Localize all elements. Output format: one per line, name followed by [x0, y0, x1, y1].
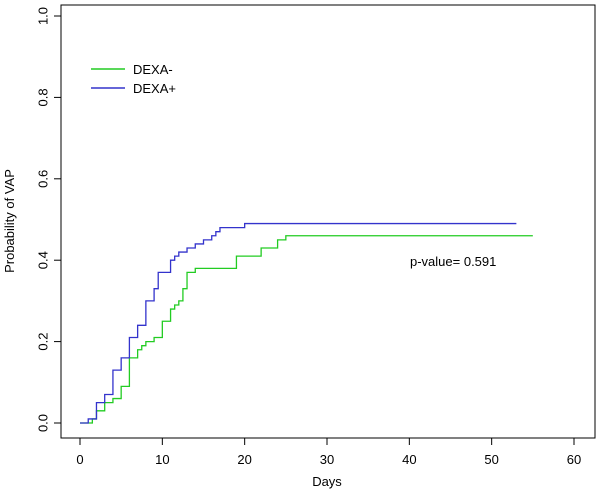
y-tick-label: 0.2 [35, 333, 50, 351]
legend-label-dexa-minus: DEXA- [133, 62, 173, 77]
y-tick-label: 0.4 [35, 251, 50, 269]
legend-label-dexa-plus: DEXA+ [133, 81, 176, 96]
legend: DEXA- DEXA+ [91, 62, 176, 96]
y-tick-label: 1.0 [35, 7, 50, 25]
y-axis-label: Probability of VAP [2, 169, 17, 273]
y-tick-label: 0.6 [35, 170, 50, 188]
y-tick-label: 0.8 [35, 88, 50, 106]
x-axis-label: Days [312, 474, 342, 489]
y-axis: 0.0 0.2 0.4 0.6 0.8 1.0 [35, 7, 62, 432]
x-tick-label: 60 [567, 452, 581, 467]
x-tick-label: 40 [402, 452, 416, 467]
x-axis: 0 10 20 30 40 50 60 [76, 437, 581, 467]
x-tick-label: 0 [76, 452, 83, 467]
x-tick-label: 20 [237, 452, 251, 467]
x-tick-label: 50 [484, 452, 498, 467]
series-line-dexa-minus [80, 235, 533, 424]
x-tick-label: 30 [320, 452, 334, 467]
y-tick-label: 0.0 [35, 414, 50, 432]
series-line-dexa-plus [80, 222, 517, 424]
series-layer [80, 222, 533, 424]
x-tick-label: 10 [155, 452, 169, 467]
p-value-annotation: p-value= 0.591 [410, 254, 496, 269]
